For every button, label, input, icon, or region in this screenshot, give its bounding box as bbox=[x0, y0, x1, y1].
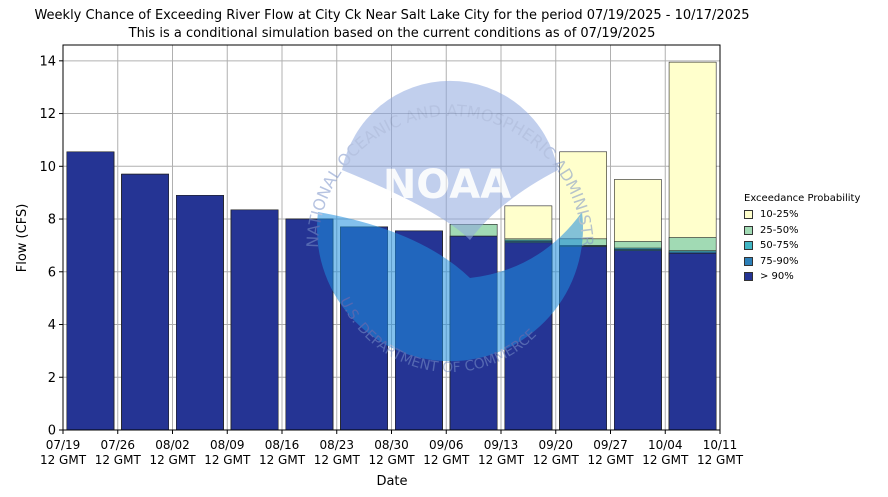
x-tick-label-time: 12 GMT bbox=[478, 453, 525, 467]
legend-label: 50-75% bbox=[760, 240, 799, 252]
legend-swatch bbox=[744, 241, 753, 251]
y-tick-label: 0 bbox=[48, 424, 56, 439]
x-tick-label-date: 10/04 bbox=[648, 438, 683, 452]
y-tick-label: 6 bbox=[48, 265, 56, 280]
legend-swatch bbox=[744, 256, 753, 266]
legend-item: 10-25% bbox=[744, 207, 860, 223]
legend-item: 50-75% bbox=[744, 238, 860, 254]
y-tick-label: 12 bbox=[39, 107, 56, 122]
legend-item: > 90% bbox=[744, 269, 860, 285]
x-tick-label-date: 08/23 bbox=[319, 438, 354, 452]
x-tick-label-time: 12 GMT bbox=[587, 453, 634, 467]
x-tick-label-time: 12 GMT bbox=[533, 453, 580, 467]
legend-item: 75-90% bbox=[744, 254, 860, 270]
bar-90-3 bbox=[230, 209, 279, 431]
legend-swatch bbox=[744, 272, 753, 282]
x-tick-label-date: 10/11 bbox=[703, 438, 738, 452]
x-tick-label-date: 09/20 bbox=[538, 438, 573, 452]
y-axis-ticks: 0 2 4 6 8 10 12 14 bbox=[39, 54, 63, 439]
x-tick-label-date: 08/16 bbox=[265, 438, 300, 452]
legend-label: 10-25% bbox=[760, 209, 799, 221]
x-tick-label-time: 12 GMT bbox=[368, 453, 415, 467]
x-tick-label-date: 07/26 bbox=[100, 438, 135, 452]
y-tick-label: 10 bbox=[39, 160, 56, 175]
x-tick-label-date: 08/09 bbox=[210, 438, 245, 452]
noaa-logo-text: NOAA bbox=[383, 162, 511, 208]
x-tick-label-time: 12 GMT bbox=[204, 453, 251, 467]
x-axis-label: Date bbox=[376, 474, 407, 489]
noaa-logo-lower-icon bbox=[317, 212, 583, 362]
bar-90-1 bbox=[121, 173, 169, 431]
x-tick-label-time: 12 GMT bbox=[697, 453, 744, 467]
legend-label: > 90% bbox=[760, 271, 794, 283]
x-tick-label-date: 09/13 bbox=[484, 438, 519, 452]
legend-item: 25-50% bbox=[744, 223, 860, 239]
bar-90-0 bbox=[66, 151, 115, 431]
x-tick-label-date: 08/30 bbox=[374, 438, 409, 452]
y-tick-label: 14 bbox=[39, 54, 56, 69]
legend-title: Exceedance Probability bbox=[744, 193, 861, 204]
x-tick-label-time: 12 GMT bbox=[259, 453, 306, 467]
chart-title: Weekly Chance of Exceeding River Flow at… bbox=[34, 8, 750, 23]
y-axis-label: Flow (CFS) bbox=[15, 204, 30, 273]
legend-label: 25-50% bbox=[760, 224, 799, 236]
bar-90-11 bbox=[668, 253, 717, 431]
x-tick-label-date: 07/19 bbox=[46, 438, 81, 452]
x-tick-label-time: 12 GMT bbox=[40, 453, 87, 467]
x-tick-label-date: 08/02 bbox=[155, 438, 190, 452]
legend: Exceedance Probability 10-25% 25-50% 50-75… bbox=[744, 193, 860, 285]
x-tick-label-time: 12 GMT bbox=[423, 453, 470, 467]
bar-90-10 bbox=[614, 250, 662, 431]
y-tick-label: 4 bbox=[48, 318, 56, 333]
x-tick-label-time: 12 GMT bbox=[149, 453, 196, 467]
x-tick-label-time: 12 GMT bbox=[95, 453, 142, 467]
noaa-logo-upper-icon bbox=[342, 80, 558, 240]
y-tick-label: 2 bbox=[48, 371, 56, 386]
bar-90-2 bbox=[176, 195, 224, 431]
x-tick-label-date: 09/06 bbox=[429, 438, 464, 452]
chart-subtitle: This is a conditional simulation based o… bbox=[128, 26, 656, 41]
y-tick-label: 8 bbox=[48, 213, 56, 228]
x-tick-label-time: 12 GMT bbox=[642, 453, 689, 467]
legend-swatch bbox=[744, 210, 753, 220]
legend-label: 75-90% bbox=[760, 255, 799, 267]
legend-swatch bbox=[744, 225, 753, 235]
x-tick-label-date: 09/27 bbox=[593, 438, 628, 452]
x-tick-label-time: 12 GMT bbox=[314, 453, 361, 467]
